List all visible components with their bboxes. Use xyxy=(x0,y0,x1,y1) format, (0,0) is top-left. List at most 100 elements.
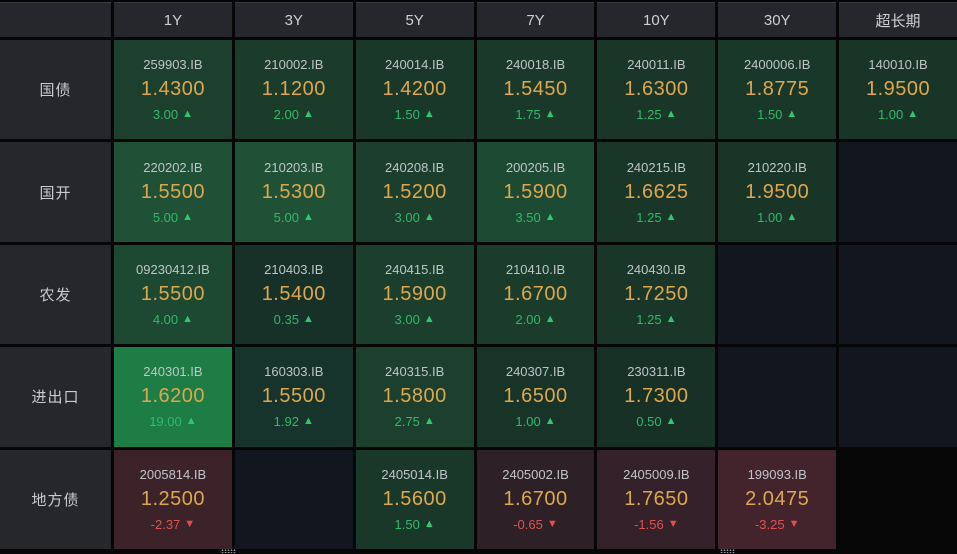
bond-cell[interactable]: 230311.IB 1.7300 0.50 ▲ xyxy=(597,347,716,447)
bond-code: 210002.IB xyxy=(264,57,324,73)
column-header-1y: 1Y xyxy=(114,2,232,37)
up-arrow-icon: ▲ xyxy=(302,108,314,121)
up-arrow-icon: ▲ xyxy=(302,210,314,223)
bond-cell[interactable]: 210410.IB 1.6700 2.00 ▲ xyxy=(476,244,595,345)
bond-change-value: 1.25 xyxy=(636,209,662,225)
up-arrow-icon: ▲ xyxy=(786,210,798,223)
bond-change-value: -2.37 xyxy=(150,516,181,532)
bond-cell[interactable]: 220202.IB 1.5500 5.00 ▲ xyxy=(114,142,232,242)
bond-cell[interactable]: 210203.IB 1.5300 5.00 ▲ xyxy=(234,142,353,242)
bond-code: 240301.IB xyxy=(143,364,203,380)
bond-code: 240307.IB xyxy=(505,364,566,380)
bond-yield: 1.5900 xyxy=(503,180,568,203)
bond-change: 1.50 ▲ xyxy=(395,107,435,122)
bond-yield: 1.5300 xyxy=(261,180,326,203)
bond-cell[interactable]: 210403.IB 1.5400 0.35 ▲ xyxy=(234,244,353,345)
bond-change-value: 1.00 xyxy=(515,414,541,430)
bond-yield: 1.4300 xyxy=(140,78,205,101)
up-arrow-icon: ▲ xyxy=(544,312,556,325)
bond-cell-empty xyxy=(718,244,837,345)
column-header-label: 3Y xyxy=(284,11,303,29)
bond-cell[interactable]: 240011.IB 1.6300 1.25 ▲ xyxy=(597,40,716,140)
bond-change: 1.25 ▲ xyxy=(636,312,676,327)
bond-cell[interactable]: 259903.IB 1.4300 3.00 ▲ xyxy=(114,40,232,140)
bond-yield: 1.5900 xyxy=(382,282,447,305)
bond-change-value: -3.25 xyxy=(754,516,785,532)
up-arrow-icon: ▲ xyxy=(423,312,435,325)
bond-yield: 1.5500 xyxy=(140,282,205,305)
row-label-text: 国开 xyxy=(39,184,72,202)
bond-cell[interactable]: 140010.IB 1.9500 1.00 ▲ xyxy=(839,40,957,140)
bond-change-value: 3.00 xyxy=(394,209,420,225)
bond-cell[interactable]: 2005814.IB 1.2500 -2.37 ▼ xyxy=(114,449,232,549)
up-arrow-icon: ▲ xyxy=(423,210,435,223)
bond-cell[interactable]: 160303.IB 1.5500 1.92 ▲ xyxy=(234,347,353,447)
bond-code: 09230412.IB xyxy=(136,261,210,277)
bond-code: 240208.IB xyxy=(384,159,445,175)
bond-cell[interactable]: 2405009.IB 1.7650 -1.56 ▼ xyxy=(597,449,716,549)
bond-code: 2005814.IB xyxy=(139,466,207,482)
bond-cell[interactable]: 240018.IB 1.5450 1.75 ▲ xyxy=(476,40,595,140)
bond-cell[interactable]: 2405014.IB 1.5600 1.50 ▲ xyxy=(355,449,474,549)
bond-cell[interactable]: 199093.IB 2.0475 -3.25 ▼ xyxy=(718,449,837,549)
bond-change: 1.00 ▲ xyxy=(515,414,555,429)
bond-yield: 1.1200 xyxy=(261,78,326,101)
bond-change: 3.00 ▲ xyxy=(153,107,193,122)
bond-cell[interactable]: 240215.IB 1.6625 1.25 ▲ xyxy=(597,142,716,242)
scrollbar-grip[interactable] xyxy=(720,549,735,553)
column-header-label: 5Y xyxy=(405,11,424,29)
bond-yield: 1.9500 xyxy=(745,180,810,203)
bond-cell[interactable]: 240307.IB 1.6500 1.00 ▲ xyxy=(476,347,595,447)
bond-change: 19.00 ▲ xyxy=(149,414,196,429)
bond-code: 2405002.IB xyxy=(502,466,569,482)
bond-change-value: 1.00 xyxy=(757,209,783,225)
bond-cell[interactable]: 09230412.IB 1.5500 4.00 ▲ xyxy=(114,244,232,345)
bond-cell[interactable]: 240415.IB 1.5900 3.00 ▲ xyxy=(355,244,474,345)
bond-cell[interactable]: 2400006.IB 1.8775 1.50 ▲ xyxy=(718,40,837,140)
up-arrow-icon: ▲ xyxy=(423,415,435,428)
row-label: 农发 xyxy=(0,244,111,345)
bond-change-value: 3.00 xyxy=(394,311,420,327)
bond-cell[interactable]: 240014.IB 1.4200 1.50 ▲ xyxy=(355,40,474,140)
column-header-ultra-long: 超长期 xyxy=(839,2,957,37)
bond-code: 220202.IB xyxy=(143,159,203,175)
bond-code: 240011.IB xyxy=(627,57,686,73)
bond-change: 0.50 ▲ xyxy=(636,414,676,429)
bond-cell-empty xyxy=(718,347,837,447)
bond-change-value: 1.50 xyxy=(394,107,420,123)
bond-code: 210203.IB xyxy=(264,159,324,175)
bond-cell[interactable]: 2405002.IB 1.6700 -0.65 ▼ xyxy=(476,449,595,549)
bond-yield: 1.6700 xyxy=(503,487,568,510)
column-header-5y: 5Y xyxy=(355,2,474,37)
bond-cell[interactable]: 210002.IB 1.1200 2.00 ▲ xyxy=(234,40,353,140)
row-label-text: 农发 xyxy=(39,286,72,304)
bond-cell[interactable]: 240430.IB 1.7250 1.25 ▲ xyxy=(597,244,716,345)
up-arrow-icon: ▲ xyxy=(786,108,798,121)
bond-cell[interactable]: 240301.IB 1.6200 19.00 ▲ xyxy=(114,347,232,447)
down-arrow-icon: ▼ xyxy=(788,517,800,530)
bond-change-value: 5.00 xyxy=(273,209,299,225)
bond-code: 2405014.IB xyxy=(381,466,448,482)
bond-change: 1.25 ▲ xyxy=(636,210,676,225)
scrollbar-grip[interactable] xyxy=(221,549,236,553)
up-arrow-icon: ▲ xyxy=(544,108,556,121)
bond-change-value: -0.65 xyxy=(513,516,543,532)
bond-code: 240215.IB xyxy=(626,159,686,175)
up-arrow-icon: ▲ xyxy=(665,210,677,223)
row-label: 国开 xyxy=(0,142,111,242)
row-label: 地方债 xyxy=(0,449,111,549)
bond-cell[interactable]: 240315.IB 1.5800 2.75 ▲ xyxy=(355,347,474,447)
bond-change: 5.00 ▲ xyxy=(274,210,314,225)
bond-yield: 1.7300 xyxy=(624,385,689,408)
row-label-text: 国债 xyxy=(39,82,72,100)
column-header-label: 7Y xyxy=(526,11,545,29)
bond-cell[interactable]: 200205.IB 1.5900 3.50 ▲ xyxy=(476,142,595,242)
bond-cell[interactable]: 240208.IB 1.5200 3.00 ▲ xyxy=(355,142,474,242)
bond-code: 199093.IB xyxy=(747,466,807,482)
bond-change: 3.00 ▲ xyxy=(395,210,435,225)
up-arrow-icon: ▲ xyxy=(423,517,435,530)
bond-cell[interactable]: 210220.IB 1.9500 1.00 ▲ xyxy=(718,142,837,242)
bond-yield: 1.5400 xyxy=(261,282,326,305)
